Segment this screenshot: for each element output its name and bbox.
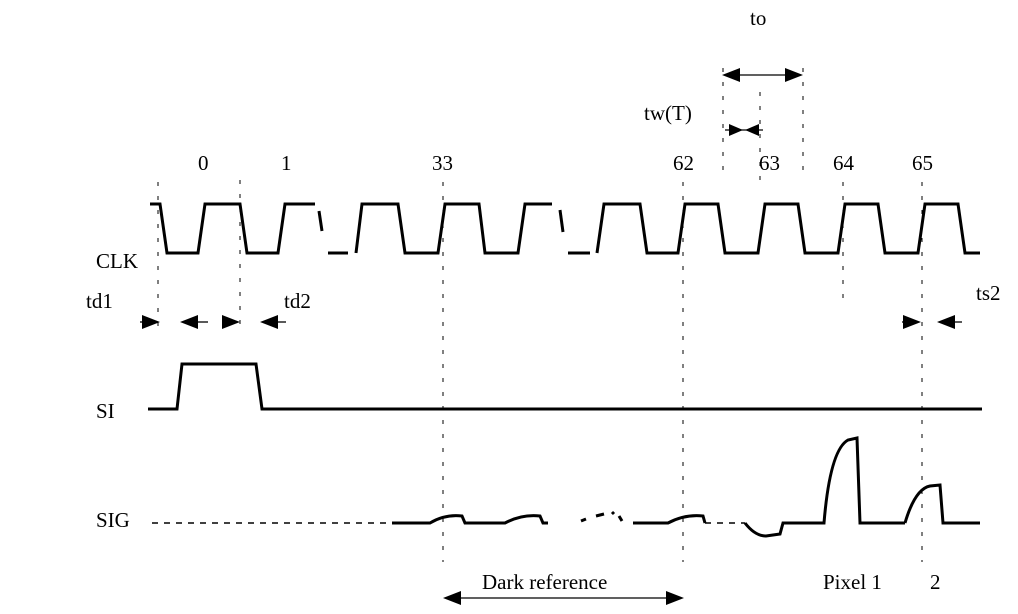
td2-arrow-left-head <box>260 315 278 329</box>
guide-lines <box>157 68 923 562</box>
pixel-1-label: Pixel 1 <box>823 570 882 594</box>
clk-segment-1-tail <box>317 210 324 232</box>
sig-dark-pulse-62 <box>633 514 707 525</box>
sig-dip <box>743 521 820 538</box>
sig-pixel-2-pulse <box>903 483 980 525</box>
to-arrow-right-head <box>785 68 803 82</box>
sig-break-dashes <box>580 510 624 523</box>
sig-dark-pulses <box>392 514 548 525</box>
td1-arrows <box>140 315 208 329</box>
clock-number-1: 1 <box>281 151 292 175</box>
si-waveform <box>148 362 982 411</box>
sig-label: SIG <box>96 508 130 532</box>
clk-segment-2-tail <box>558 209 565 233</box>
clock-number-64: 64 <box>833 151 855 175</box>
td2-arrow-right-head <box>222 315 240 329</box>
clock-number-33: 33 <box>432 151 453 175</box>
ts2-arrow-right-head <box>903 315 921 329</box>
to-arrow-left-head <box>722 68 740 82</box>
ts2-arrow-left-head <box>937 315 955 329</box>
clk-waveform <box>150 202 980 255</box>
td1-arrow-left-head <box>180 315 198 329</box>
td2-arrows <box>222 315 286 329</box>
sig-pixel-1-pulse <box>820 436 905 525</box>
ts2-arrows <box>902 315 962 329</box>
to-arrow <box>722 68 803 82</box>
tw-label: tw(T) <box>644 101 692 125</box>
to-label: to <box>750 6 766 30</box>
td2-label: td2 <box>284 289 311 313</box>
clock-number-62: 62 <box>673 151 694 175</box>
td1-label: td1 <box>86 289 113 313</box>
clk-label: CLK <box>96 249 138 273</box>
clock-number-65: 65 <box>912 151 933 175</box>
dark-reference-arrow-left-head <box>443 591 461 605</box>
clk-segment-1 <box>150 202 315 255</box>
td1-arrow-right-head <box>142 315 160 329</box>
clk-segment-3 <box>595 202 980 255</box>
ts2-label: ts2 <box>976 281 1001 305</box>
pixel-2-label: 2 <box>930 570 941 594</box>
tw-arrow <box>725 124 763 136</box>
clk-segment-2 <box>354 202 552 255</box>
clock-number-0: 0 <box>198 151 209 175</box>
clock-number-63: 63 <box>759 151 780 175</box>
dark-reference-arrow-right-head <box>666 591 684 605</box>
sig-waveform <box>152 436 980 538</box>
si-label: SI <box>96 399 115 423</box>
dark-reference-label: Dark reference <box>482 570 607 594</box>
dark-reference-arrow <box>443 591 684 605</box>
